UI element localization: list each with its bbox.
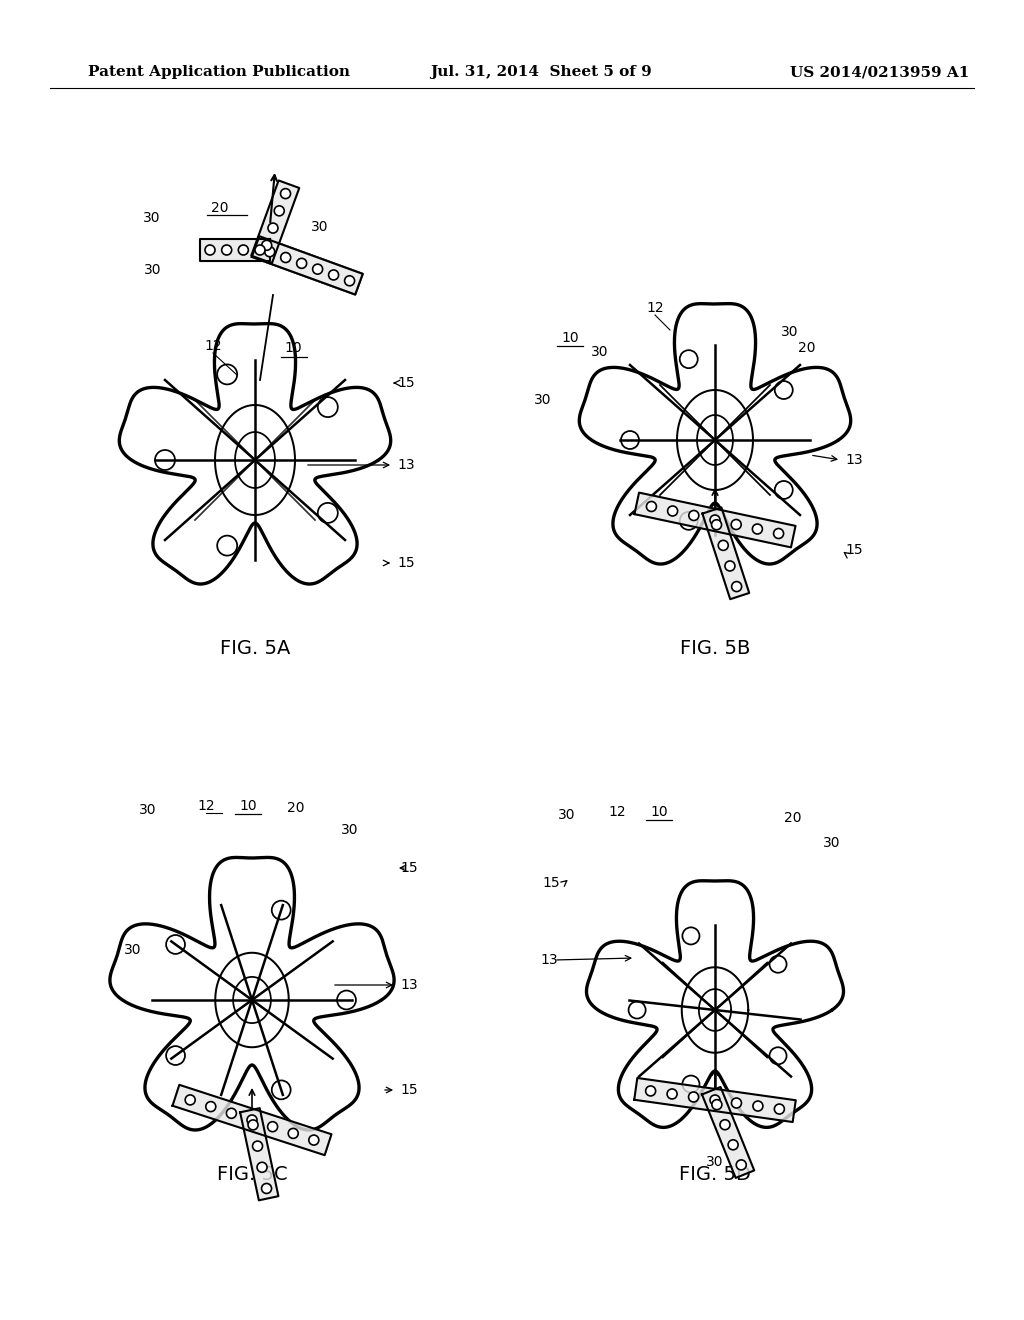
Circle shape <box>344 276 354 286</box>
Polygon shape <box>241 1107 279 1200</box>
Text: 15: 15 <box>397 376 415 389</box>
Circle shape <box>264 247 274 256</box>
Circle shape <box>731 582 741 591</box>
Polygon shape <box>634 1078 796 1122</box>
Circle shape <box>185 1094 196 1105</box>
Text: Patent Application Publication: Patent Application Publication <box>88 65 350 79</box>
Text: 20: 20 <box>288 801 305 814</box>
Circle shape <box>731 520 741 529</box>
Circle shape <box>274 206 285 216</box>
Circle shape <box>718 540 728 550</box>
Text: 12: 12 <box>204 339 222 352</box>
Circle shape <box>725 561 735 572</box>
Circle shape <box>281 252 291 263</box>
Circle shape <box>712 520 722 529</box>
Circle shape <box>248 1119 258 1130</box>
Circle shape <box>268 223 278 234</box>
Text: 13: 13 <box>397 458 415 473</box>
Text: FIG. 5A: FIG. 5A <box>220 639 290 657</box>
Polygon shape <box>635 492 796 548</box>
Circle shape <box>710 1096 720 1105</box>
Text: 30: 30 <box>143 211 161 224</box>
Polygon shape <box>172 1085 332 1155</box>
Text: 20: 20 <box>784 810 802 825</box>
Text: 20: 20 <box>799 341 816 355</box>
Text: 30: 30 <box>591 345 608 359</box>
Text: FIG. 5B: FIG. 5B <box>680 639 751 657</box>
Circle shape <box>646 502 656 511</box>
Circle shape <box>753 524 763 535</box>
Text: 30: 30 <box>823 836 841 850</box>
Circle shape <box>255 246 265 255</box>
Circle shape <box>312 264 323 275</box>
Polygon shape <box>702 507 750 599</box>
Circle shape <box>262 240 271 251</box>
Circle shape <box>257 1163 267 1172</box>
Circle shape <box>253 1140 262 1151</box>
Circle shape <box>720 1119 730 1130</box>
Circle shape <box>309 1135 318 1144</box>
Text: 13: 13 <box>541 953 558 968</box>
Text: 30: 30 <box>781 325 799 339</box>
Text: 15: 15 <box>400 1082 418 1097</box>
Text: US 2014/0213959 A1: US 2014/0213959 A1 <box>790 65 970 79</box>
Text: 10: 10 <box>285 341 302 355</box>
Circle shape <box>205 246 215 255</box>
Text: 30: 30 <box>311 220 329 234</box>
Text: Jul. 31, 2014  Sheet 5 of 9: Jul. 31, 2014 Sheet 5 of 9 <box>430 65 651 79</box>
Text: 12: 12 <box>646 301 664 315</box>
Text: 30: 30 <box>124 942 141 957</box>
Text: 10: 10 <box>240 799 257 813</box>
Text: 13: 13 <box>845 453 862 467</box>
Circle shape <box>774 1104 784 1114</box>
Text: 30: 30 <box>535 393 552 407</box>
Text: 20: 20 <box>211 201 228 215</box>
Polygon shape <box>252 236 362 294</box>
Text: 12: 12 <box>608 805 626 818</box>
Circle shape <box>667 1089 677 1100</box>
Text: 15: 15 <box>845 543 862 557</box>
Circle shape <box>688 1092 698 1102</box>
Text: 15: 15 <box>400 861 418 875</box>
Circle shape <box>261 1184 271 1193</box>
Text: 15: 15 <box>397 556 415 570</box>
Circle shape <box>239 246 249 255</box>
Text: 30: 30 <box>341 822 358 837</box>
Circle shape <box>728 1139 738 1150</box>
Circle shape <box>753 1101 763 1111</box>
Circle shape <box>297 259 306 268</box>
Text: 30: 30 <box>707 1155 724 1170</box>
Text: 30: 30 <box>558 808 575 822</box>
Polygon shape <box>200 239 270 261</box>
Circle shape <box>668 506 678 516</box>
Circle shape <box>736 1160 746 1170</box>
Circle shape <box>712 1100 722 1110</box>
Circle shape <box>247 1115 257 1125</box>
Text: FIG. 5C: FIG. 5C <box>217 1166 288 1184</box>
Circle shape <box>267 1122 278 1131</box>
Polygon shape <box>702 1086 755 1177</box>
Circle shape <box>288 1129 298 1138</box>
Circle shape <box>710 515 720 525</box>
Text: 13: 13 <box>400 978 418 993</box>
Text: 30: 30 <box>144 263 162 277</box>
Text: FIG. 5D: FIG. 5D <box>679 1166 751 1184</box>
Text: 10: 10 <box>561 331 579 345</box>
Circle shape <box>226 1109 237 1118</box>
Circle shape <box>206 1102 216 1111</box>
Circle shape <box>773 528 783 539</box>
Text: 12: 12 <box>198 799 215 813</box>
Text: 30: 30 <box>139 803 157 817</box>
Polygon shape <box>251 181 299 263</box>
Text: 10: 10 <box>650 805 668 818</box>
Circle shape <box>329 271 339 280</box>
Circle shape <box>731 1098 741 1107</box>
Circle shape <box>689 511 698 520</box>
Circle shape <box>221 246 231 255</box>
Circle shape <box>281 189 291 198</box>
Text: 15: 15 <box>543 876 560 890</box>
Circle shape <box>646 1086 655 1096</box>
